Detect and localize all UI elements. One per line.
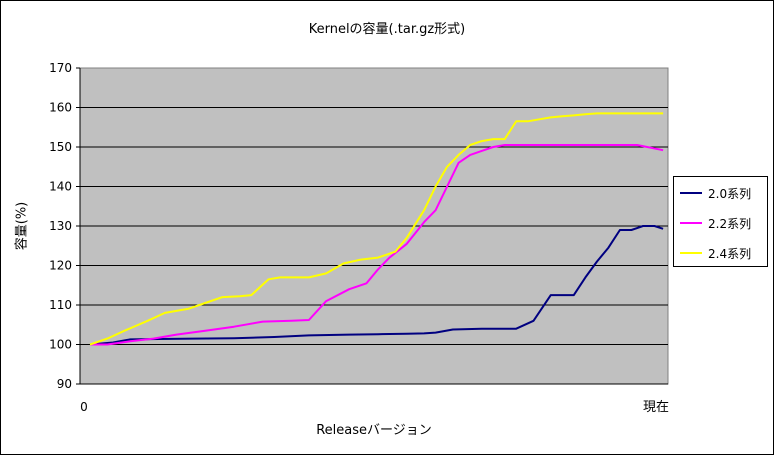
series-line-1	[89, 225, 664, 346]
legend-label-series-3: 2.4系列	[708, 247, 752, 261]
y-tick-label: 160	[49, 101, 72, 115]
legend-label-series-2: 2.2系列	[708, 217, 752, 231]
legend-swatch-series-3	[680, 252, 702, 254]
series-line-2	[90, 144, 664, 346]
y-tick-label: 100	[49, 338, 72, 352]
series-line-3	[89, 112, 664, 346]
legend: 2.0系列 2.2系列 2.4系列	[673, 176, 768, 267]
x-tick-label-start: 0	[80, 400, 88, 414]
y-tick-label: 130	[49, 219, 72, 233]
y-tick-label: 110	[49, 298, 72, 312]
y-tick-label: 170	[49, 61, 72, 75]
legend-swatch-series-2	[680, 222, 702, 224]
y-tick-label: 90	[57, 377, 72, 391]
y-axis-label: 容量(%)	[14, 201, 30, 251]
x-axis-label: Releaseバージョン	[316, 423, 432, 438]
legend-label-series-1: 2.0系列	[708, 187, 752, 201]
legend-swatch-series-1	[680, 192, 702, 194]
y-tick-label: 120	[49, 259, 72, 273]
chart-title: Kernelの容量(.tar.gz形式)	[308, 22, 466, 37]
y-tick-label: 140	[49, 180, 72, 194]
y-tick-label: 150	[49, 140, 72, 154]
x-tick-label-end: 現在	[643, 400, 669, 415]
